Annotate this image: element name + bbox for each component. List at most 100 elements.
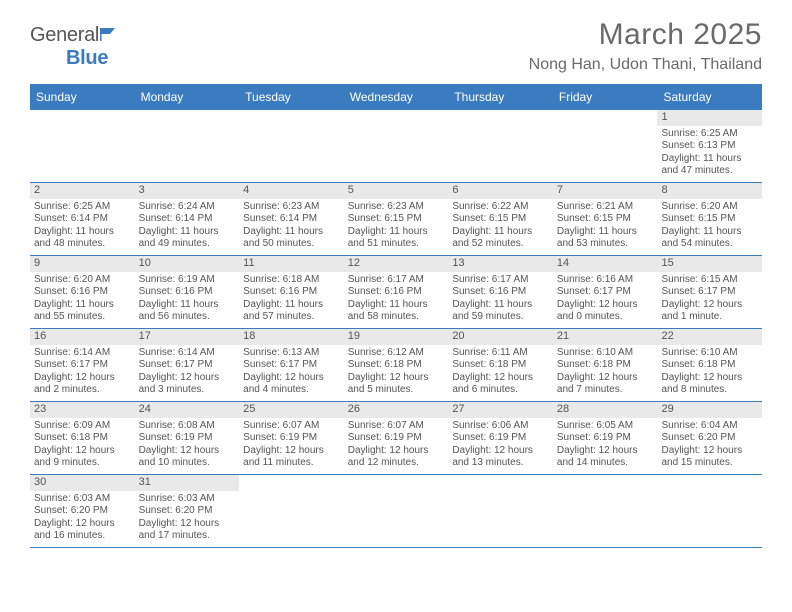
sunrise-text: Sunrise: 6:10 AM [557,347,654,360]
empty-day-cell [344,475,449,547]
day-cell: 16Sunrise: 6:14 AMSunset: 6:17 PMDayligh… [30,329,135,401]
sunset-text: Sunset: 6:18 PM [34,432,131,445]
sunset-text: Sunset: 6:20 PM [139,505,236,518]
day-number: 31 [135,475,240,491]
day-number: 22 [657,329,762,345]
sunrise-text: Sunrise: 6:15 AM [661,274,758,287]
sunset-text: Sunset: 6:16 PM [243,286,340,299]
flag-icon [100,26,122,42]
logo: GeneralBlue [30,24,123,70]
daylight-text: Daylight: 11 hours and 48 minutes. [34,226,131,251]
empty-day-cell [135,110,240,182]
weekday-header: Monday [135,85,240,110]
sunrise-text: Sunrise: 6:23 AM [348,201,445,214]
day-cell: 13Sunrise: 6:17 AMSunset: 6:16 PMDayligh… [448,256,553,328]
sunset-text: Sunset: 6:19 PM [452,432,549,445]
sunset-text: Sunset: 6:15 PM [348,213,445,226]
day-number: 2 [30,183,135,199]
weekday-header-row: SundayMondayTuesdayWednesdayThursdayFrid… [30,85,762,110]
sunrise-text: Sunrise: 6:19 AM [139,274,236,287]
day-cell: 29Sunrise: 6:04 AMSunset: 6:20 PMDayligh… [657,402,762,474]
day-cell: 9Sunrise: 6:20 AMSunset: 6:16 PMDaylight… [30,256,135,328]
sunset-text: Sunset: 6:18 PM [452,359,549,372]
day-number: 14 [553,256,658,272]
sunset-text: Sunset: 6:13 PM [661,140,758,153]
day-cell: 3Sunrise: 6:24 AMSunset: 6:14 PMDaylight… [135,183,240,255]
day-cell: 17Sunrise: 6:14 AMSunset: 6:17 PMDayligh… [135,329,240,401]
day-cell: 15 Sunrise: 6:15 AMSunset: 6:17 PMDayligh… [657,256,762,328]
empty-day-cell [553,110,658,182]
day-cell: 24Sunrise: 6:08 AMSunset: 6:19 PMDayligh… [135,402,240,474]
day-cell: 10Sunrise: 6:19 AMSunset: 6:16 PMDayligh… [135,256,240,328]
day-number: 8 [657,183,762,199]
daylight-text: Daylight: 11 hours and 47 minutes. [661,153,758,178]
sunrise-text: Sunrise: 6:25 AM [34,201,131,214]
day-number: 15 [657,256,762,272]
day-number: 29 [657,402,762,418]
weekday-header: Saturday [657,85,762,110]
sunset-text: Sunset: 6:17 PM [661,286,758,299]
sunrise-text: Sunrise: 6:23 AM [243,201,340,214]
empty-day-cell [657,475,762,547]
sunset-text: Sunset: 6:19 PM [139,432,236,445]
sunset-text: Sunset: 6:18 PM [557,359,654,372]
sunset-text: Sunset: 6:15 PM [661,213,758,226]
daylight-text: Daylight: 12 hours and 7 minutes. [557,372,654,397]
day-cell: 21 Sunrise: 6:10 AMSunset: 6:18 PMDayligh… [553,329,658,401]
daylight-text: Daylight: 12 hours and 15 minutes. [661,445,758,470]
day-number: 23 [30,402,135,418]
logo-suffix: Blue [66,47,108,69]
daylight-text: Daylight: 12 hours and 0 minutes. [557,299,654,324]
daylight-text: Daylight: 12 hours and 12 minutes. [348,445,445,470]
daylight-text: Daylight: 11 hours and 54 minutes. [661,226,758,251]
daylight-text: Daylight: 11 hours and 57 minutes. [243,299,340,324]
sunrise-text: Sunrise: 6:18 AM [243,274,340,287]
sunrise-text: Sunrise: 6:11 AM [452,347,549,360]
day-number: 7 [553,183,658,199]
sunset-text: Sunset: 6:17 PM [243,359,340,372]
day-number: 6 [448,183,553,199]
sunset-text: Sunset: 6:20 PM [34,505,131,518]
sunrise-text: Sunrise: 6:24 AM [139,201,236,214]
day-cell: 19Sunrise: 6:12 AMSunset: 6:18 PMDayligh… [344,329,449,401]
daylight-text: Daylight: 12 hours and 1 minute. [661,299,758,324]
sunrise-text: Sunrise: 6:04 AM [661,420,758,433]
day-number: 30 [30,475,135,491]
daylight-text: Daylight: 12 hours and 6 minutes. [452,372,549,397]
day-cell: 6Sunrise: 6:22 AMSunset: 6:15 PMDaylight… [448,183,553,255]
day-cell: 27Sunrise: 6:06 AMSunset: 6:19 PMDayligh… [448,402,553,474]
sunset-text: Sunset: 6:14 PM [139,213,236,226]
month-title: March 2025 [529,18,762,52]
daylight-text: Daylight: 11 hours and 59 minutes. [452,299,549,324]
sunrise-text: Sunrise: 6:14 AM [139,347,236,360]
sunrise-text: Sunrise: 6:16 AM [557,274,654,287]
day-number: 18 [239,329,344,345]
day-cell: 31Sunrise: 6:03 AMSunset: 6:20 PMDayligh… [135,475,240,547]
daylight-text: Daylight: 12 hours and 11 minutes. [243,445,340,470]
day-cell: 12Sunrise: 6:17 AMSunset: 6:16 PMDayligh… [344,256,449,328]
sunrise-text: Sunrise: 6:10 AM [661,347,758,360]
day-cell: 1Sunrise: 6:25 AMSunset: 6:13 PMDaylight… [657,110,762,182]
day-number: 25 [239,402,344,418]
sunrise-text: Sunrise: 6:05 AM [557,420,654,433]
sunset-text: Sunset: 6:18 PM [661,359,758,372]
sunrise-text: Sunrise: 6:07 AM [348,420,445,433]
daylight-text: Daylight: 12 hours and 13 minutes. [452,445,549,470]
sunset-text: Sunset: 6:19 PM [243,432,340,445]
day-number: 21 [553,329,658,345]
day-number: 4 [239,183,344,199]
sunrise-text: Sunrise: 6:03 AM [139,493,236,506]
day-number: 11 [239,256,344,272]
sunset-text: Sunset: 6:16 PM [452,286,549,299]
week-row: 9Sunrise: 6:20 AMSunset: 6:16 PMDaylight… [30,256,762,329]
weekday-header: Wednesday [344,85,449,110]
sunrise-text: Sunrise: 6:12 AM [348,347,445,360]
weekday-header: Sunday [30,85,135,110]
day-number: 17 [135,329,240,345]
day-number: 24 [135,402,240,418]
day-cell: 26Sunrise: 6:07 AMSunset: 6:19 PMDayligh… [344,402,449,474]
daylight-text: Daylight: 11 hours and 56 minutes. [139,299,236,324]
day-number: 5 [344,183,449,199]
sunset-text: Sunset: 6:15 PM [452,213,549,226]
sunset-text: Sunset: 6:17 PM [557,286,654,299]
